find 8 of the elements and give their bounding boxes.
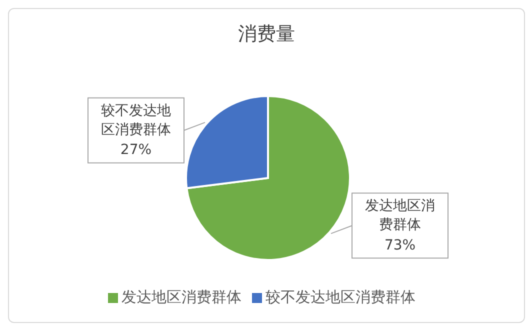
slice-label: 发达地区消费群体: [364, 197, 436, 236]
pie-slice: [186, 95, 351, 261]
data-label: 27%: [120, 142, 152, 158]
chart-title: 消费量: [237, 22, 296, 47]
legend-label: 较不发达地区消费群体: [266, 288, 416, 306]
legend-label: 发达地区消费群体: [122, 288, 242, 306]
data-label: 73%: [384, 237, 416, 254]
slice-label: 较不发达地区消费群体: [100, 102, 172, 140]
